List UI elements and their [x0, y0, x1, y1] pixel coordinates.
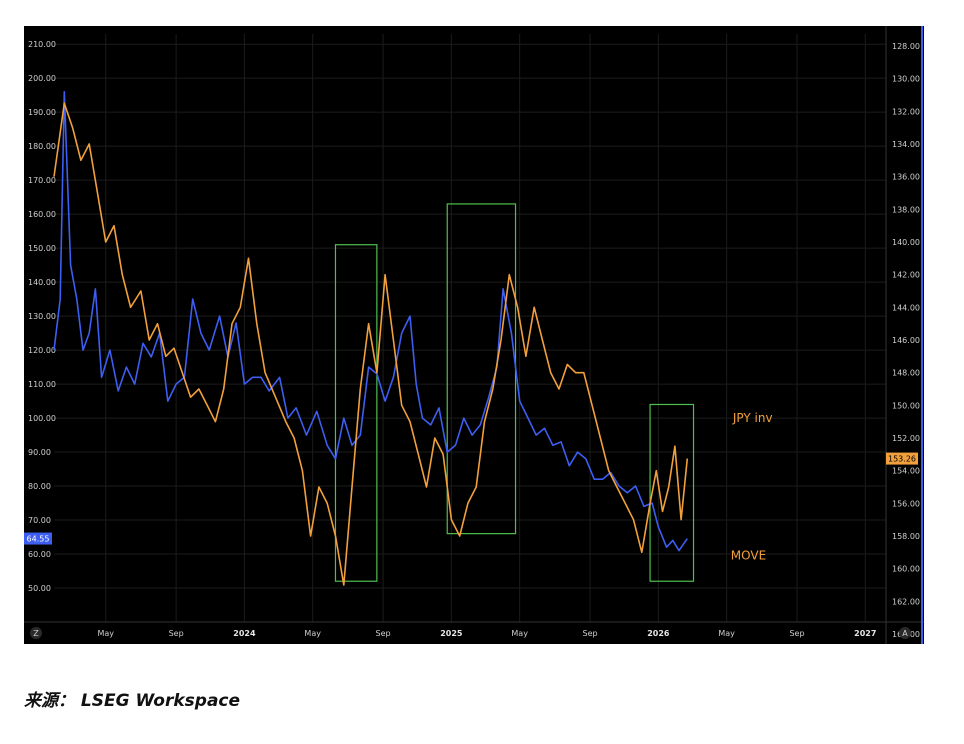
- right-axis-tick-label: 154.00: [892, 467, 920, 476]
- left-axis-tick-label: 170.00: [28, 176, 56, 185]
- right-axis-tick-label: 162.00: [892, 597, 920, 606]
- x-axis-tick-label: Sep: [789, 629, 804, 638]
- left-axis-tick-label: 150.00: [28, 244, 56, 253]
- left-axis-tick-label: 120.00: [28, 346, 56, 355]
- series-line-move: [53, 91, 688, 552]
- line-chart: 210.00 200.00 190.00 180.00 170.00 160.00 150.…: [24, 26, 924, 644]
- left-axis-tick-label: 80.00: [28, 482, 51, 491]
- right-axis-tick-label: 160.00: [892, 565, 920, 574]
- left-axis-tick-label: 200.00: [28, 74, 56, 83]
- left-axis-tick-label: 60.00: [28, 550, 51, 559]
- z-corner-badge: [30, 627, 42, 639]
- right-axis-tick-label: 156.00: [892, 499, 920, 508]
- x-axis-tick-label: May: [304, 629, 321, 638]
- jpy-last-value-badge: [886, 452, 918, 465]
- right-axis-tick-label: 140.00: [892, 238, 920, 247]
- right-axis-tick-label: 132.00: [892, 107, 920, 116]
- x-axis-tick-label: 2025: [440, 629, 463, 638]
- highlight-box: [649, 403, 695, 582]
- left-axis-tick-label: 50.00: [28, 584, 51, 593]
- highlight-box: [446, 203, 517, 535]
- right-axis-tick-label: 146.00: [892, 336, 920, 345]
- left-axis-tick-label: 100.00: [28, 414, 56, 423]
- right-axis-tick-label: 144.00: [892, 303, 920, 312]
- x-axis-tick-label: Sep: [376, 629, 391, 638]
- right-axis-tick-label: 128.00: [892, 42, 920, 51]
- left-axis-tick-label: 140.00: [28, 278, 56, 287]
- move-last-value-badge: [24, 532, 52, 545]
- x-axis-tick-label: May: [97, 629, 114, 638]
- right-axis-tick-label: 134.00: [892, 140, 920, 149]
- a-corner-label: A: [902, 629, 908, 638]
- left-axis-tick-label: 130.00: [28, 312, 56, 321]
- move-last-value: 64.55: [27, 535, 50, 544]
- annotation-label: JPY inv: [732, 411, 773, 425]
- right-axis-tick-label: 150.00: [892, 401, 920, 410]
- x-axis-tick-label: 2026: [647, 629, 670, 638]
- z-corner-label: Z: [33, 629, 39, 638]
- x-axis-tick-label: Sep: [583, 629, 598, 638]
- chart-panel: 210.00 200.00 190.00 180.00 170.00 160.00 150.…: [24, 26, 924, 644]
- left-axis-tick-label: 210.00: [28, 40, 56, 49]
- source-caption: 来源： LSEG Workspace: [24, 691, 241, 711]
- x-axis-tick-label: 2024: [233, 629, 256, 638]
- left-axis-tick-label: 90.00: [28, 448, 51, 457]
- x-axis-tick-label: 2027: [854, 629, 876, 638]
- right-axis-tick-label: 142.00: [892, 271, 920, 280]
- right-axis-tick-label: 136.00: [892, 173, 920, 182]
- x-axis-tick-label: May: [718, 629, 735, 638]
- left-axis-tick-label: 190.00: [28, 108, 56, 117]
- left-axis-tick-label: 70.00: [28, 516, 51, 525]
- x-axis-tick-label: Sep: [169, 629, 184, 638]
- right-axis-tick-label: 138.00: [892, 205, 920, 214]
- left-axis-tick-label: 160.00: [28, 210, 56, 219]
- annotation-label: MOVE: [731, 549, 766, 563]
- jpy-last-value: 153.26: [888, 455, 916, 464]
- left-axis-tick-label: 110.00: [28, 380, 56, 389]
- series-line-jpy-inv: [53, 102, 689, 586]
- left-axis-tick-label: 180.00: [28, 142, 56, 151]
- right-axis-tick-label: 152.00: [892, 434, 920, 443]
- right-axis-tick-label: 158.00: [892, 532, 920, 541]
- highlight-box: [334, 244, 378, 582]
- x-axis-tick-label: May: [511, 629, 528, 638]
- a-corner-badge: [899, 627, 911, 639]
- right-axis-tick-label: 148.00: [892, 369, 920, 378]
- right-axis-tick-label: 130.00: [892, 75, 920, 84]
